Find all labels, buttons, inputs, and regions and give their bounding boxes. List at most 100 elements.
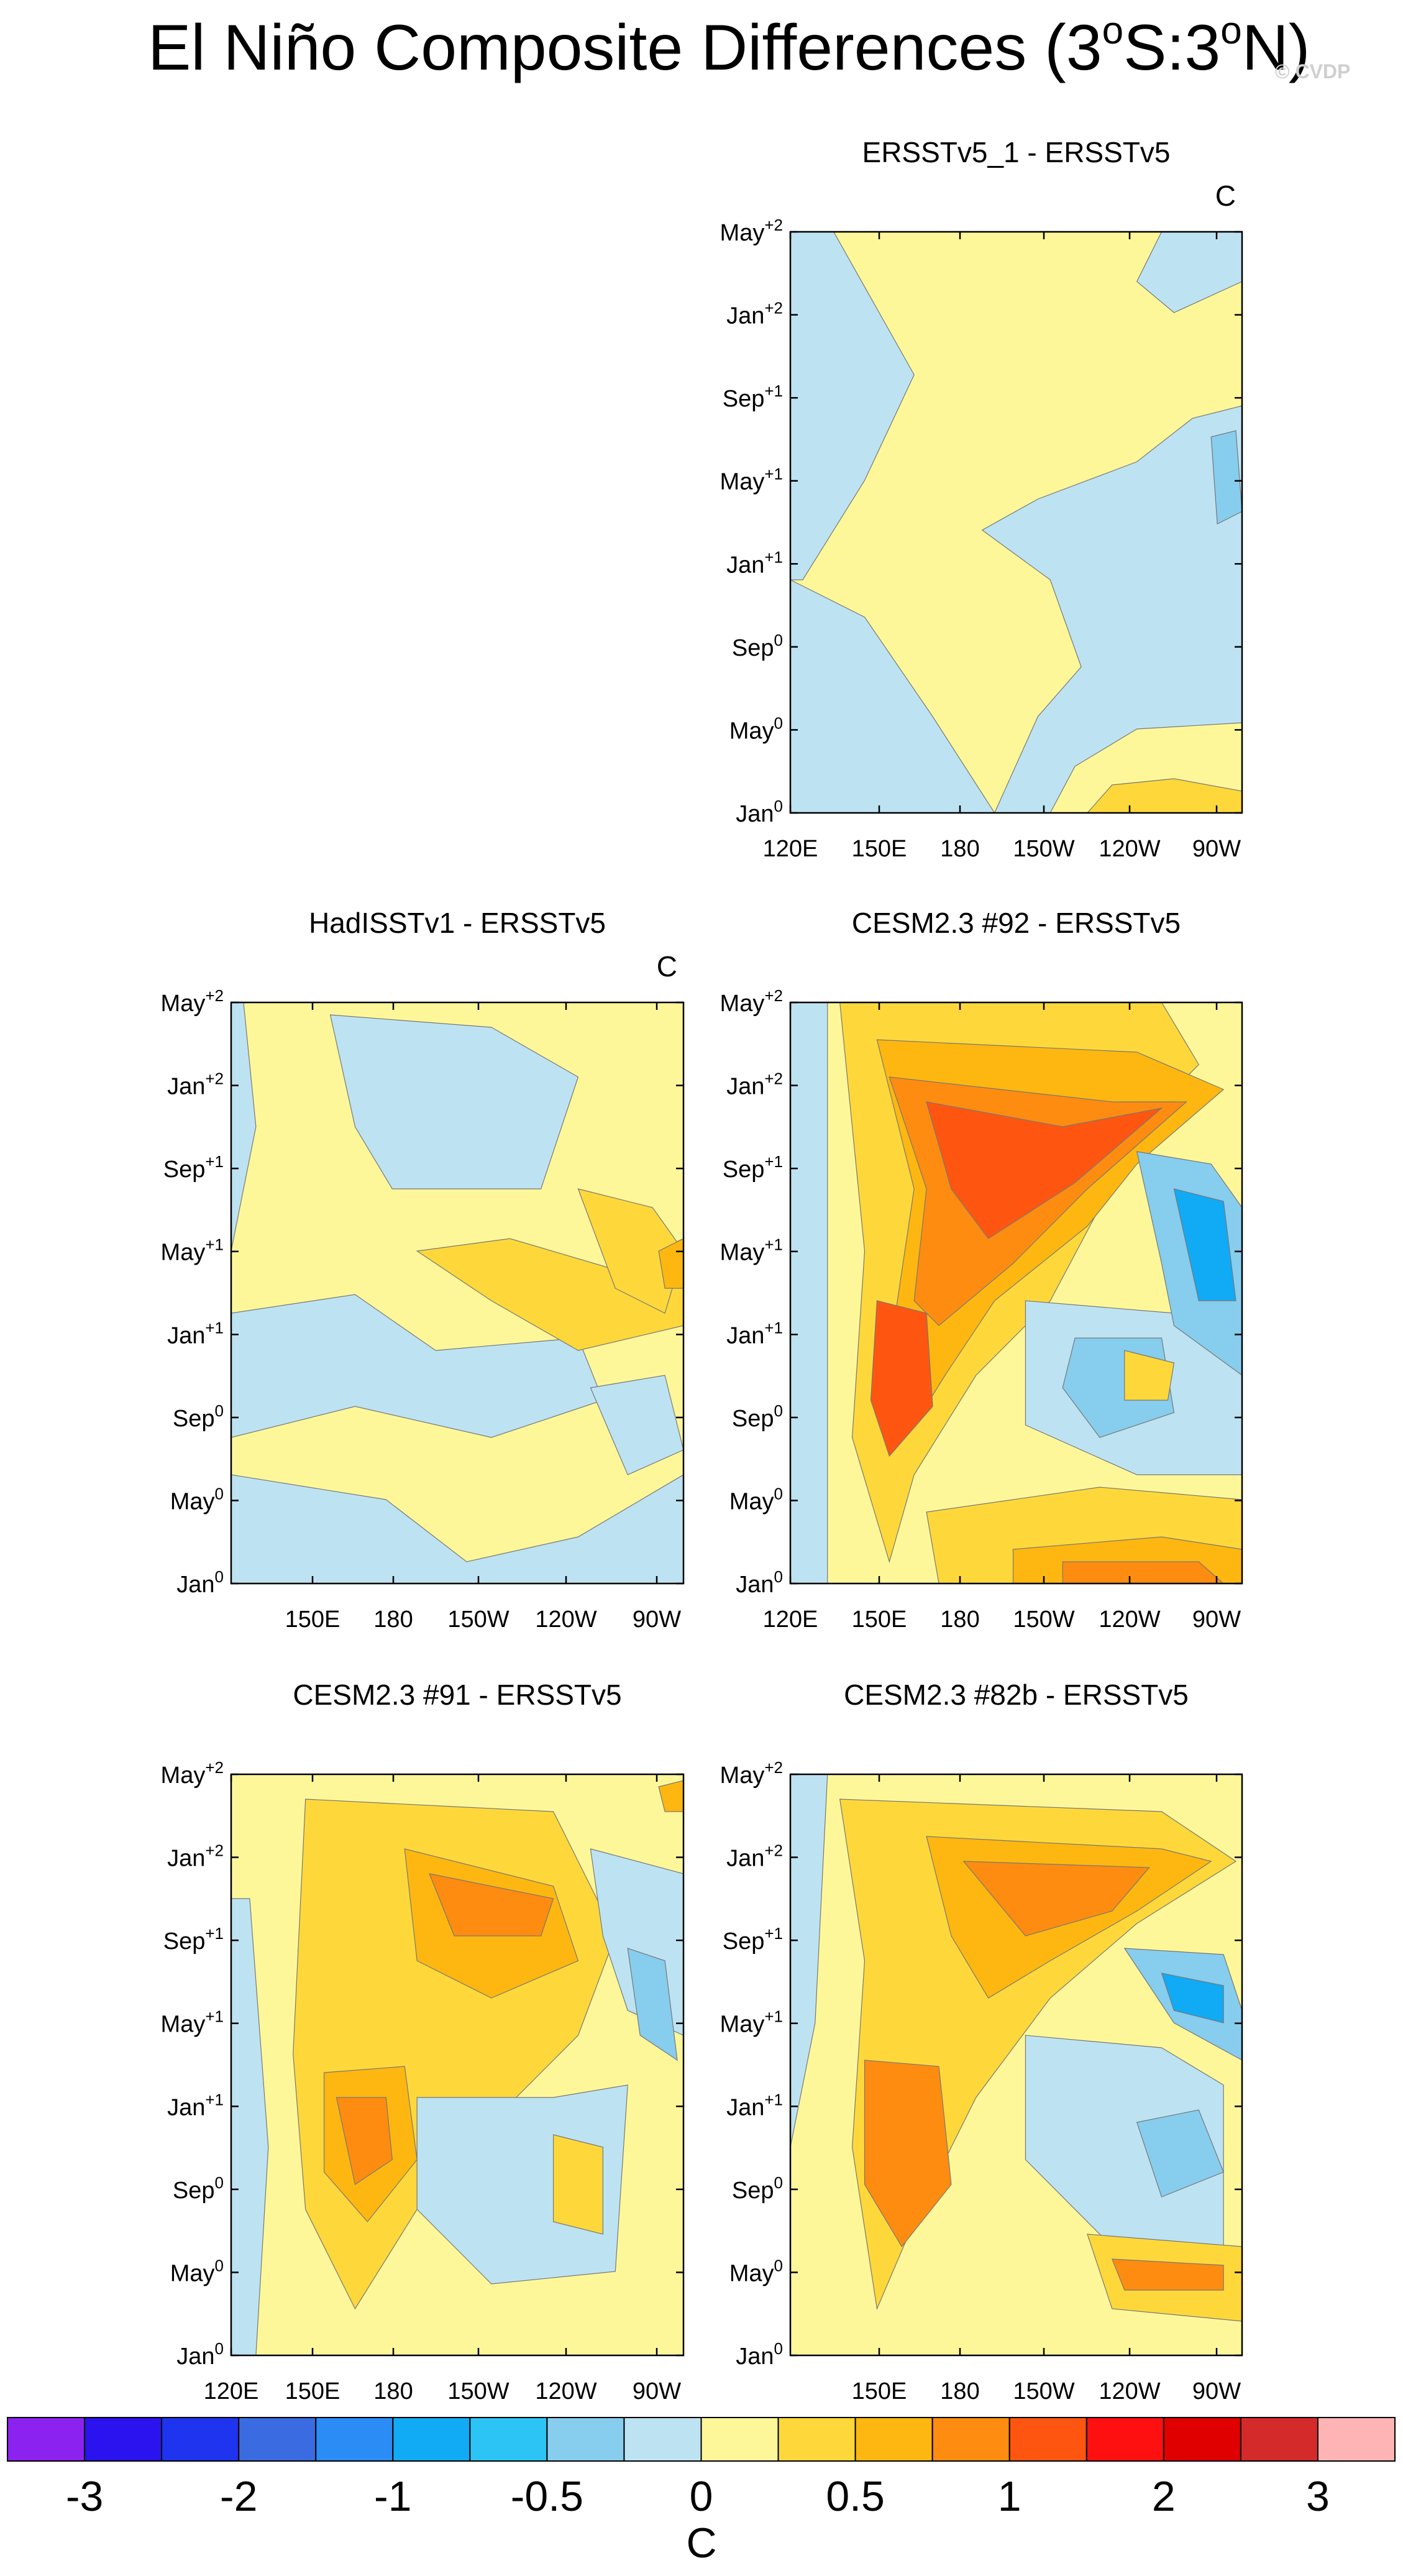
colorbar-label: -3 — [66, 2473, 103, 2520]
x-tick-label: 150W — [447, 2378, 509, 2404]
y-tick-label: May+2 — [720, 986, 783, 1017]
y-tick-label: Sep0 — [173, 1401, 224, 1432]
panel-field — [790, 1774, 1242, 2355]
contour-region — [336, 2097, 393, 2185]
contour-region — [231, 1002, 683, 1584]
contour-region — [1210, 430, 1242, 525]
panel-title: ERSSTv5_1 - ERSSTv5 — [862, 136, 1171, 168]
contour-region — [981, 405, 1242, 813]
x-tick-label: 120W — [1099, 836, 1160, 862]
x-tick-label: 120W — [535, 2378, 596, 2404]
panel-4: CESM2.3 #91 - ERSSTv5 May+2 Jan+2 Sep+1 May+… — [161, 1679, 685, 2404]
contour-region — [1136, 2109, 1224, 2198]
contour-region — [231, 1898, 269, 2355]
y-tick-label: Jan0 — [176, 1567, 224, 1598]
panel-title: CESM2.3 #92 - ERSSTv5 — [852, 907, 1181, 939]
colorbar-swatch — [161, 2417, 240, 2462]
y-tick-label: Jan+1 — [726, 1318, 783, 1349]
colorbar-label: 3 — [1306, 2473, 1330, 2520]
figure-title: El Niño Composite Differences (3oS:3oN) — [148, 9, 1310, 84]
y-tick-label: May0 — [729, 1484, 783, 1515]
panel-field — [790, 1002, 1242, 1584]
colorbar-swatch — [1240, 2417, 1318, 2462]
contour-region — [962, 1861, 1150, 1937]
x-tick-label: 120W — [1099, 2378, 1160, 2404]
x-tick-label: 180 — [940, 2378, 979, 2404]
x-tick-label: 150W — [1013, 2378, 1074, 2404]
colorbar-swatch — [546, 2417, 625, 2462]
panel-2: HadISSTv1 - ERSSTv5 C May+2 Jan+2 Sep+1 May+1… — [161, 907, 685, 1633]
y-tick-label: Sep+1 — [723, 1924, 783, 1955]
colorbar-swatch — [84, 2417, 163, 2462]
colorbar-swatch — [1317, 2417, 1396, 2462]
panel-frame — [789, 1773, 1243, 2357]
y-tick-label: Jan+2 — [167, 1070, 224, 1100]
y-tick-label: Jan0 — [176, 2339, 224, 2370]
x-tick-label: 150W — [447, 1607, 509, 1633]
x-tick-label: 180 — [940, 836, 979, 862]
y-tick-label: Jan0 — [736, 797, 783, 827]
colorbar-swatch — [392, 2417, 471, 2462]
y-tick-label: Sep+1 — [163, 1152, 224, 1183]
contour-region — [790, 1774, 828, 2148]
panel-frame — [230, 1773, 685, 2357]
y-tick-label: May0 — [170, 1484, 224, 1515]
colorbar-swatch — [1008, 2417, 1087, 2462]
contour-region — [1087, 778, 1242, 813]
y-tick-label: Sep+1 — [723, 382, 783, 412]
contour-region — [1136, 232, 1242, 313]
y-tick-label: Sep+1 — [163, 1924, 224, 1955]
colorbar-label: -1 — [374, 2473, 411, 2520]
colorbar-swatch — [854, 2417, 933, 2462]
y-tick-label: May+2 — [161, 1758, 224, 1789]
x-tick-label: 90W — [633, 1607, 681, 1633]
colorbar-swatch — [700, 2417, 779, 2462]
y-tick-label: Jan0 — [736, 1567, 783, 1598]
y-tick-label: May0 — [729, 713, 783, 744]
colorbar-swatch — [315, 2417, 394, 2462]
x-tick-label: 120E — [204, 2378, 259, 2404]
contour-region — [1161, 1973, 1224, 2024]
colorbar-unit: C — [686, 2519, 716, 2567]
contour-region — [1062, 1561, 1225, 1584]
y-tick-label: Sep0 — [732, 631, 783, 661]
contour-region — [1111, 2258, 1224, 2291]
contour-region — [790, 232, 915, 580]
contour-region — [839, 1799, 1237, 2311]
y-tick-label: Jan+1 — [726, 548, 783, 578]
colorbar-swatch — [1085, 2417, 1164, 2462]
panel-field — [790, 232, 1242, 813]
y-tick-label: Jan+2 — [167, 1841, 224, 1872]
contour-region — [864, 2060, 952, 2248]
x-tick-label: 180 — [373, 2378, 413, 2404]
contour-region — [870, 1300, 933, 1457]
panel-5: CESM2.3 #82b - ERSSTv5 May+2 Jan+2 Sep+1 May… — [720, 1679, 1243, 2404]
contour-region — [231, 1002, 257, 1252]
y-tick-label: May+2 — [720, 1758, 783, 1789]
y-tick-label: May0 — [729, 2256, 783, 2286]
panel-1: ERSSTv5_1 - ERSSTv5 C May+2 Jan+2 Sep+1 May+1… — [720, 136, 1243, 862]
contour-region — [790, 579, 995, 813]
x-tick-label: 150W — [1013, 836, 1074, 862]
panel-frame — [230, 1001, 685, 1585]
colorbar-swatch — [931, 2417, 1010, 2462]
x-tick-label: 120E — [763, 836, 818, 862]
x-tick-label: 150E — [285, 1607, 340, 1633]
x-tick-label: 90W — [1192, 836, 1241, 862]
panel-unit: C — [657, 950, 677, 983]
contour-region — [1173, 1188, 1236, 1301]
y-tick-label: Jan+2 — [726, 1841, 783, 1872]
x-tick-label: 150E — [852, 2378, 907, 2404]
y-tick-label: Jan+2 — [726, 299, 783, 329]
y-tick-label: Sep0 — [732, 2173, 783, 2204]
y-tick-label: Jan+2 — [726, 1070, 783, 1100]
colorbar-swatch — [7, 2417, 86, 2462]
x-tick-label: 120E — [763, 1607, 818, 1633]
x-tick-label: 150E — [852, 1607, 907, 1633]
panel-unit: C — [1215, 180, 1236, 212]
contour-region — [416, 2084, 628, 2285]
colorbar-label: 1 — [998, 2473, 1021, 2520]
y-tick-label: May+1 — [161, 1235, 224, 1266]
y-tick-label: May+2 — [161, 986, 224, 1017]
